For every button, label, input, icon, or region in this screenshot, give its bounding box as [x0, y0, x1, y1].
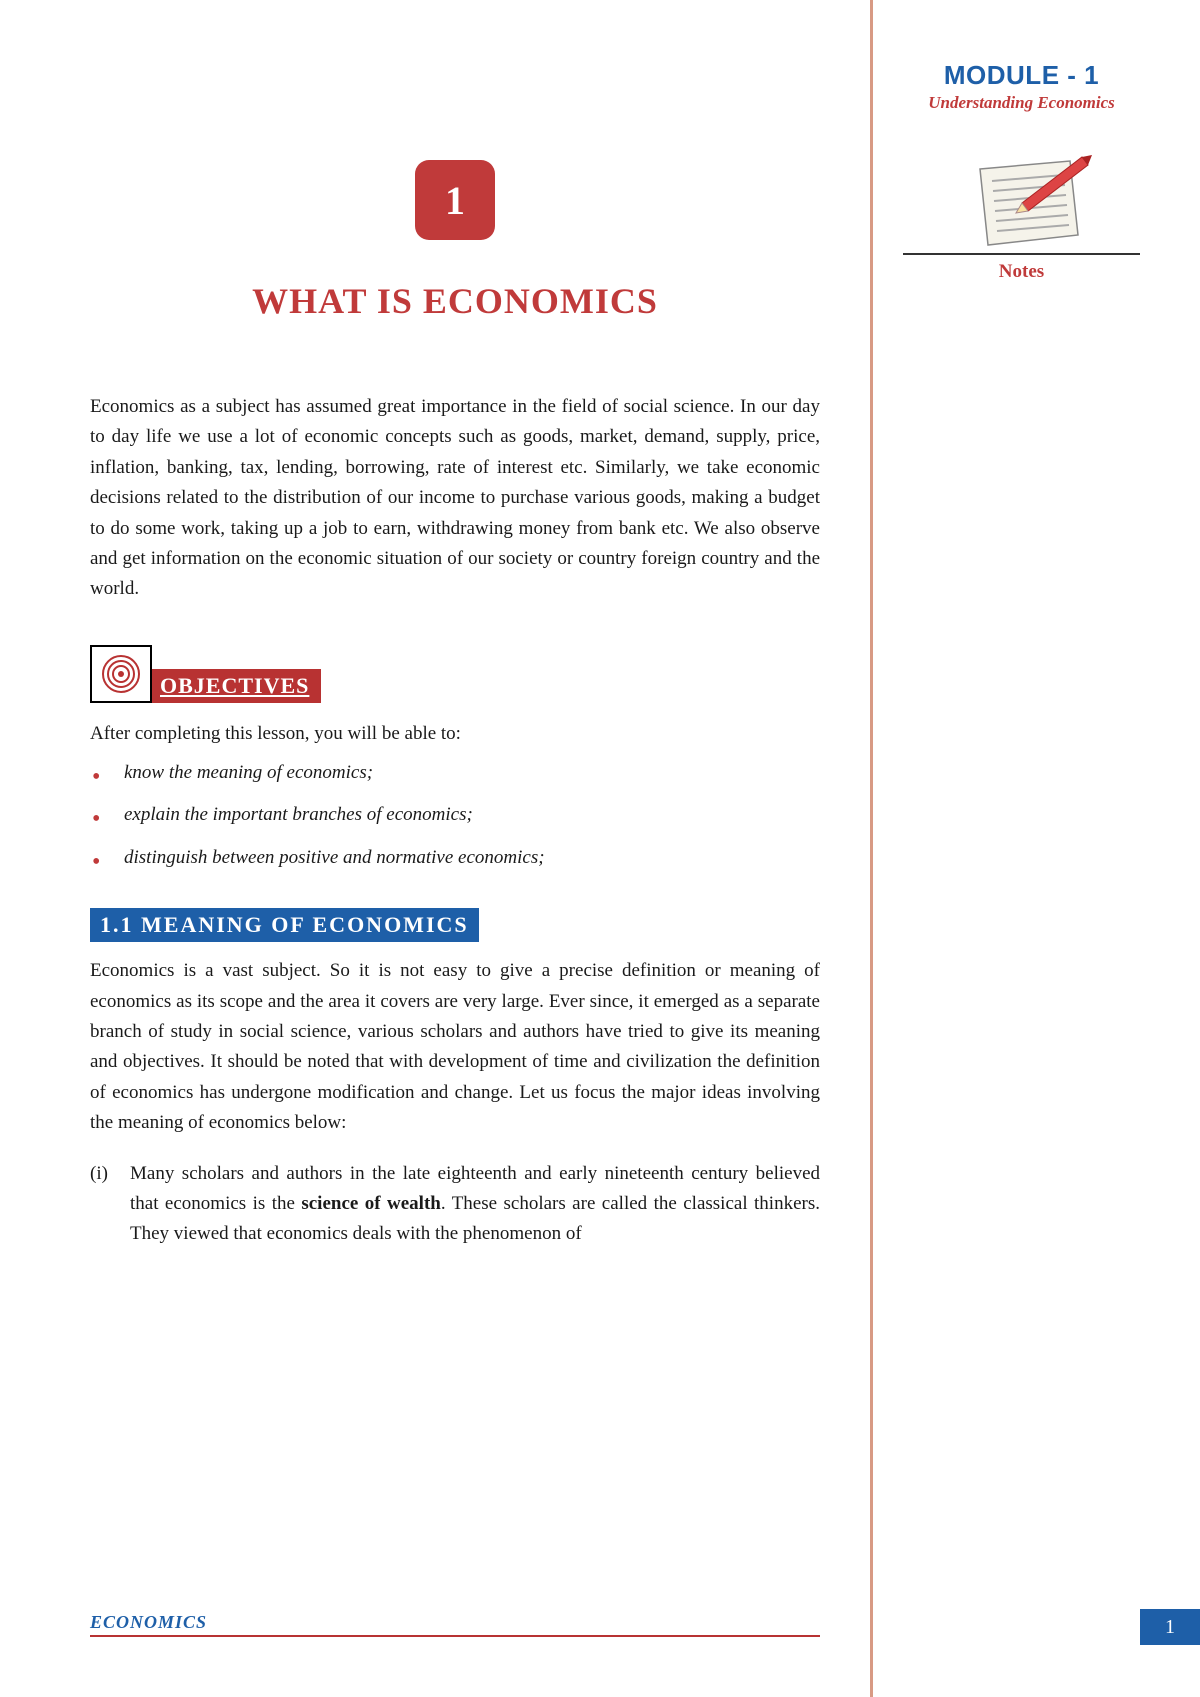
intro-paragraph: Economics as a subject has assumed great… — [90, 392, 820, 605]
list-item: distinguish between positive and normati… — [90, 844, 820, 873]
notepad-icon — [903, 153, 1140, 255]
notes-block: Notes — [903, 153, 1140, 283]
module-title: MODULE - 1 — [903, 60, 1140, 91]
list-item: know the meaning of economics; — [90, 759, 820, 788]
chapter-number-badge: 1 — [415, 160, 495, 240]
footer-subject: ECONOMICS — [90, 1612, 820, 1633]
numbered-item: (i) Many scholars and authors in the lat… — [90, 1159, 820, 1250]
notes-label: Notes — [903, 261, 1140, 283]
footer-rule — [90, 1635, 820, 1637]
section-heading-wrap: 1.1 MEANING OF ECONOMICS — [90, 908, 820, 956]
objectives-label: OBJECTIVES — [152, 669, 321, 703]
module-subtitle: Understanding Economics — [903, 93, 1140, 113]
item-text-bold: science of wealth — [301, 1193, 441, 1214]
footer-area: ECONOMICS — [90, 1612, 820, 1637]
item-number: (i) — [90, 1159, 130, 1250]
objectives-header: OBJECTIVES — [90, 645, 820, 703]
section-paragraph: Economics is a vast subject. So it is no… — [90, 956, 820, 1138]
section-heading: 1.1 MEANING OF ECONOMICS — [90, 908, 479, 942]
main-column: 1 WHAT IS ECONOMICS Economics as a subje… — [0, 0, 870, 1697]
objectives-list: know the meaning of economics; explain t… — [90, 759, 820, 873]
item-text: Many scholars and authors in the late ei… — [130, 1159, 820, 1250]
objectives-intro: After completing this lesson, you will b… — [90, 723, 820, 745]
target-icon — [90, 645, 152, 703]
chapter-title: WHAT IS ECONOMICS — [90, 280, 820, 322]
page-number: 1 — [1165, 1616, 1175, 1639]
page-number-box: 1 — [1140, 1609, 1200, 1645]
list-item: explain the important branches of econom… — [90, 801, 820, 830]
chapter-number: 1 — [445, 177, 465, 224]
sidebar-column: MODULE - 1 Understanding Economics Notes — [870, 0, 1200, 1697]
page-container: 1 WHAT IS ECONOMICS Economics as a subje… — [0, 0, 1200, 1697]
